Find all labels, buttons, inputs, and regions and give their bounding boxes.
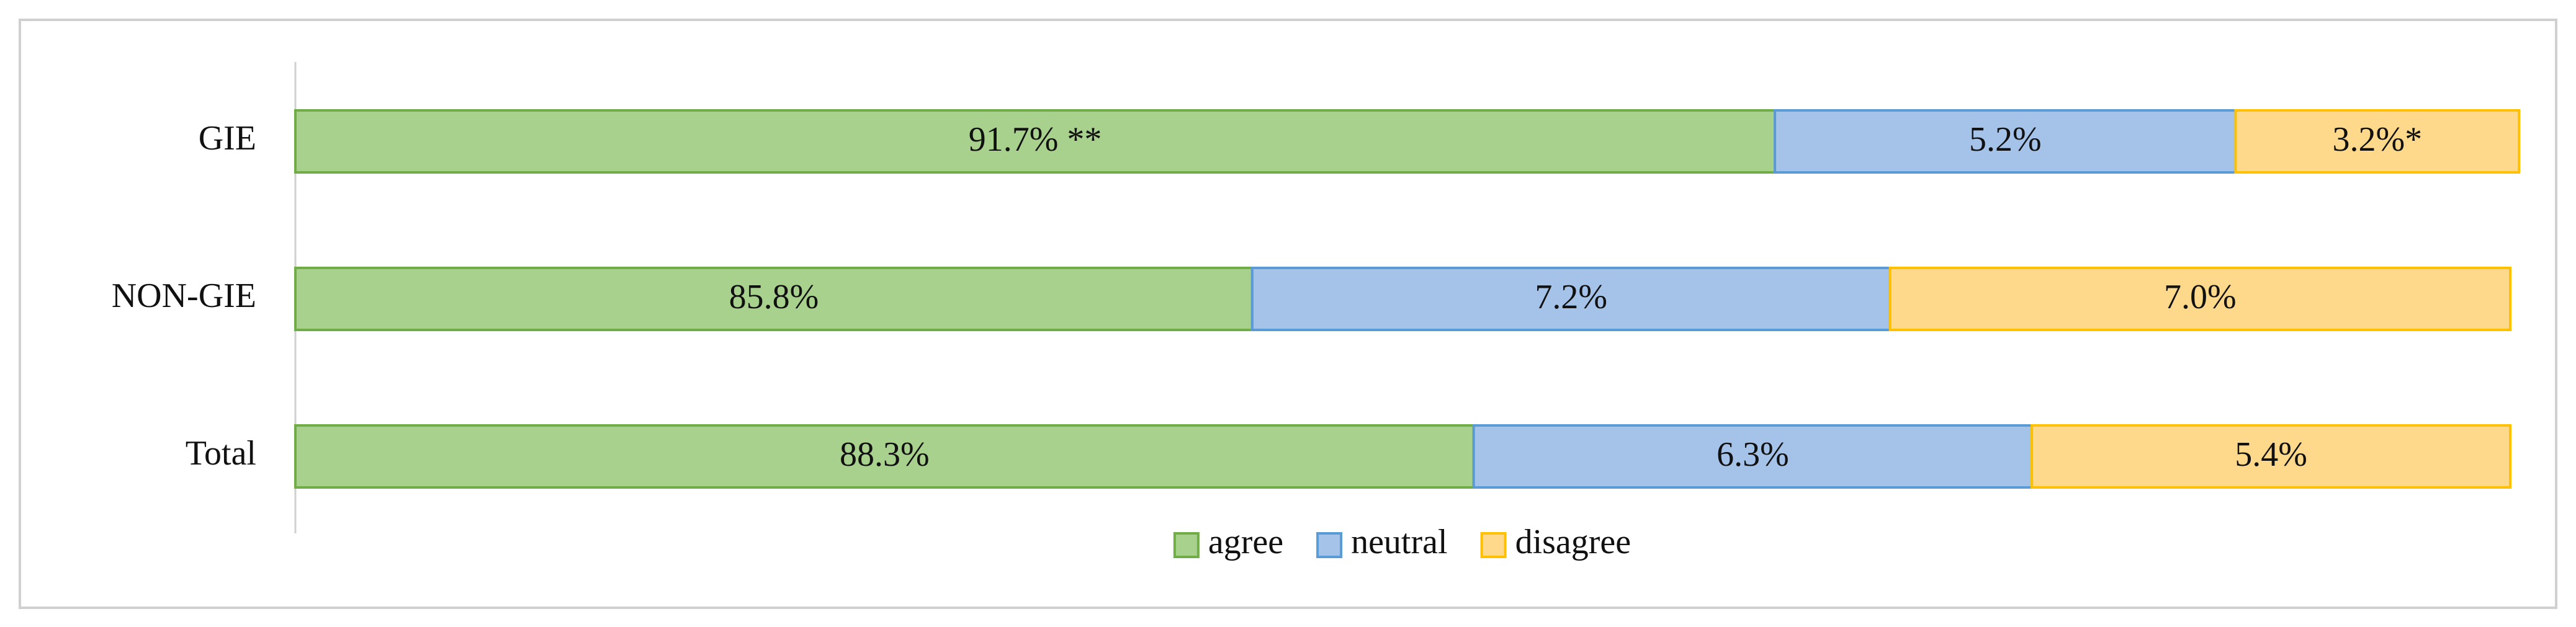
data-label: 88.3% [840, 435, 930, 474]
data-label: 7.0% [2164, 278, 2237, 316]
bar-segment [1250, 267, 1892, 331]
category-label: Total [186, 434, 256, 473]
bar-segment [1472, 424, 2034, 489]
legend-swatch [1316, 532, 1343, 558]
data-label: 6.3% [1717, 435, 1789, 474]
legend-label: agree [1208, 523, 1283, 561]
legend-label: neutral [1351, 523, 1447, 561]
bar-segment [2031, 424, 2511, 489]
bar-segment [294, 109, 1777, 174]
data-label: 7.2% [1535, 278, 1607, 316]
category-label: NON-GIE [112, 277, 256, 315]
legend-swatch [1173, 532, 1200, 558]
legend-swatch [1480, 532, 1507, 558]
data-label: 5.2% [1969, 120, 2042, 159]
bar-segment [2234, 109, 2521, 174]
data-label: 5.4% [2235, 435, 2307, 474]
legend-label: disagree [1515, 523, 1631, 561]
data-label: 3.2%* [2333, 120, 2423, 159]
category-label: GIE [199, 119, 256, 158]
bar-segment [1774, 109, 2237, 174]
data-label: 91.7% ** [969, 120, 1102, 159]
bar-segment [1888, 267, 2511, 331]
data-label: 85.8% [729, 278, 819, 316]
